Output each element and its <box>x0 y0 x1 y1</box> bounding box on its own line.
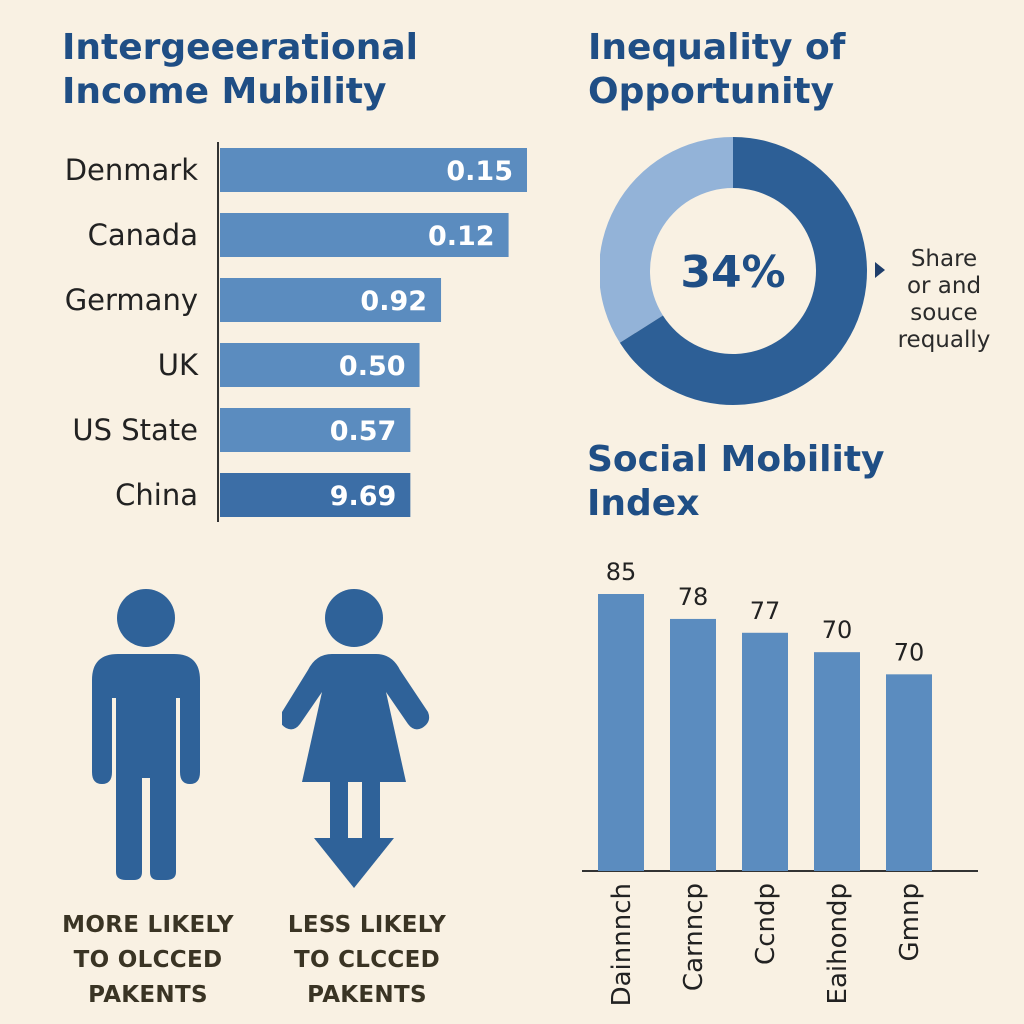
social-mobility-title: Social Mobility Index <box>587 438 1007 526</box>
category-label: Dainnnch <box>607 883 637 1006</box>
value-label: 0.57 <box>330 416 397 447</box>
bar <box>220 408 411 452</box>
female-caption: LESS LIKELY TO CLCCED PAKENTS <box>257 908 477 1013</box>
income-mobility-bar-chart: Denmark 0.15 Canada 0.12 Germany 0.92 UK 0.50 US… <box>65 142 527 522</box>
inequality-note-line: requally <box>897 326 991 353</box>
social-mobility-bar-chart: 85 Dainnnch 78 Carnncp 77 Ccndp 70 Eaihondp 70 Gm… <box>582 558 978 1006</box>
value-label: 0.12 <box>428 221 495 252</box>
bar <box>220 343 420 387</box>
inequality-donut-chart: 34% <box>600 137 867 405</box>
social-mobility-title-line2: Index <box>587 482 700 524</box>
value-label: 0.92 <box>360 286 427 317</box>
value-label: 0.50 <box>339 351 406 382</box>
bar <box>670 618 716 871</box>
inequality-note-line: or and <box>906 272 982 299</box>
value-label: 85 <box>606 558 637 586</box>
category-label: Ccndp <box>751 883 781 965</box>
bar <box>220 213 509 257</box>
social-mobility-title-line1: Social Mobility <box>587 439 885 480</box>
donut-center-label: 34% <box>680 247 785 298</box>
male-caption-line: MORE LIKELY <box>62 912 234 938</box>
category-label: Canada <box>88 218 198 252</box>
note-arrow-icon <box>875 262 885 278</box>
person-male-icon <box>92 589 200 880</box>
value-label: 70 <box>822 616 853 644</box>
bar <box>220 148 527 192</box>
male-caption: MORE LIKELY TO OLCCED PAKENTS <box>38 908 258 1013</box>
category-label: UK <box>158 348 199 382</box>
value-label: 70 <box>894 638 925 666</box>
bar <box>814 652 860 871</box>
female-caption-line: PAKENTS <box>307 981 427 1008</box>
category-label: Eaihondp <box>823 883 853 1004</box>
inequality-note-line: Share <box>910 246 978 272</box>
income-mobility-title-line2: Income Mubility <box>62 70 387 112</box>
female-caption-line: TO CLCCED <box>293 946 441 973</box>
category-label: Gmnp <box>895 883 925 961</box>
female-caption-line: LESS LIKELY <box>287 912 447 938</box>
bar <box>220 473 411 517</box>
category-label: Denmark <box>65 153 198 187</box>
male-caption-line: PAKENTS <box>88 981 208 1008</box>
income-mobility-title-line1: Intergeeerational <box>62 27 419 68</box>
donut-slice <box>619 137 867 405</box>
person-female-icon <box>282 589 430 888</box>
inequality-note: Share or and souce requally <box>884 246 1004 354</box>
inequality-title: Inequality of Opportunity <box>588 26 1008 114</box>
bar <box>742 632 788 871</box>
bar <box>598 594 644 871</box>
inequality-title-line2: Opportunity <box>588 70 835 112</box>
income-mobility-title: Intergeeerational Income Mubility <box>62 26 482 114</box>
value-label: 9.69 <box>330 481 397 512</box>
value-label: 0.15 <box>446 156 513 187</box>
value-label: 78 <box>678 583 709 611</box>
male-caption-line: TO OLCCED <box>73 946 223 973</box>
category-label: Carnncp <box>679 883 709 991</box>
category-label: US State <box>72 413 198 447</box>
donut-slice <box>600 137 733 343</box>
bar <box>220 278 442 322</box>
inequality-title-line1: Inequality of <box>588 27 846 68</box>
category-label: Germany <box>65 283 198 317</box>
inequality-note-line: souce <box>910 299 978 326</box>
value-label: 77 <box>750 597 781 625</box>
category-label: China <box>115 478 198 512</box>
bar <box>886 674 932 871</box>
